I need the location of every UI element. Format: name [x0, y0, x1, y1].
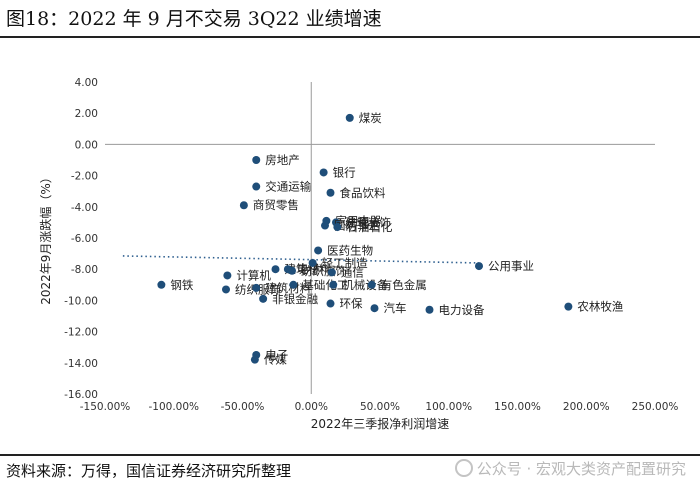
- x-tick-label: 250.00%: [632, 401, 679, 413]
- data-point-label: 房地产: [265, 153, 300, 167]
- data-point: [250, 355, 259, 364]
- data-point-label: 交通运输: [265, 180, 311, 194]
- data-point: [222, 285, 230, 294]
- bottom-rule: [0, 454, 700, 456]
- data-point-label: 计算机: [236, 268, 271, 282]
- y-tick-label: 4.00: [75, 77, 98, 89]
- data-point: [157, 280, 166, 289]
- data-point: [321, 221, 329, 230]
- y-tick-label: -12.00: [64, 327, 98, 339]
- data-point: [326, 188, 335, 197]
- data-point: [564, 302, 573, 311]
- wechat-icon: [454, 459, 473, 477]
- data-point-label: 汽车: [384, 301, 407, 315]
- y-tick-label: 2.00: [75, 108, 98, 120]
- axes: -150.00% -100.00% -50.00% 0.00% 50.00% 100.00…: [64, 77, 678, 413]
- data-point-label: 电力设备: [439, 303, 485, 317]
- data-point-label: 煤炭: [359, 111, 382, 125]
- data-point-label: 基础化工: [302, 278, 348, 292]
- x-tick-label: -100.00%: [148, 401, 199, 413]
- x-tick-label: 50.00%: [360, 401, 400, 413]
- trendline-path: [122, 255, 480, 264]
- data-point-label: 轻工制造: [322, 256, 368, 270]
- data-point-label: 通信: [341, 265, 364, 279]
- data-point: [259, 294, 268, 303]
- data-point-label: 公用事业: [488, 259, 534, 273]
- y-tick-label: 0.00: [75, 139, 98, 151]
- data-point: [475, 262, 483, 271]
- y-tick-label: -10.00: [64, 295, 98, 307]
- data-point: [319, 168, 328, 177]
- data-point: [326, 299, 335, 308]
- data-point: [329, 280, 338, 289]
- data-point-label: 电子: [265, 348, 288, 362]
- data-point: [289, 280, 298, 289]
- data-point-label: 纺织服饰: [301, 264, 347, 278]
- data-point: [333, 223, 342, 232]
- data-point: [271, 265, 280, 274]
- data-point-label: 有色金属: [381, 278, 427, 292]
- data-point-label: 医药生物: [327, 243, 373, 257]
- data-point: [345, 113, 354, 122]
- data-point-label: 农林牧渔: [577, 300, 623, 314]
- watermark-text: 公众号 · 宏观大类资产配置研究: [476, 460, 686, 478]
- data-point-label: 建筑装饰: [345, 215, 391, 229]
- data-point-label: 建筑材料: [265, 281, 311, 295]
- x-tick-label: 150.00%: [494, 401, 541, 413]
- data-point: [314, 246, 323, 255]
- data-point: [252, 156, 261, 164]
- x-tick-label: -150.00%: [80, 401, 131, 413]
- trendline: [122, 255, 480, 264]
- y-tick-label: -2.00: [71, 171, 98, 183]
- scatter-chart: -150.00% -100.00% -50.00% 0.00% 50.00% 100.00…: [38, 77, 678, 431]
- top-rule: [0, 36, 700, 38]
- x-tick-label: 200.00%: [563, 401, 610, 413]
- y-tick-label: -4.00: [71, 202, 98, 214]
- data-point: [370, 304, 379, 313]
- y-tick-label: -6.00: [71, 233, 98, 245]
- y-tick-label: -16.00: [64, 389, 98, 401]
- y-tick-label: -8.00: [71, 264, 98, 276]
- data-point-label: 机械设备: [342, 278, 388, 292]
- source-note: 资料来源：万得，国信证券经济研究所整理: [6, 462, 292, 480]
- data-point-label: 食品饮料: [340, 186, 386, 200]
- data-point-label: 钢铁: [170, 278, 193, 292]
- x-axis-label: 2022年三季报净利润增速: [311, 416, 450, 431]
- figure-title: 图18：2022 年 9 月不交易 3Q22 业绩增速: [6, 8, 382, 30]
- x-tick-label: 0.00%: [295, 401, 328, 413]
- x-tick-label: -50.00%: [221, 401, 265, 413]
- data-point-label: 非银金融: [272, 292, 318, 306]
- data-point: [327, 268, 336, 277]
- data-point: [367, 280, 376, 289]
- data-point-label: 石油石化: [346, 220, 392, 234]
- data-point-label: 商贸零售: [253, 198, 299, 212]
- y-axis-label: 2022年9月涨跌幅（%）: [38, 171, 53, 305]
- data-point-label: 传媒: [264, 353, 287, 367]
- data-point: [223, 271, 232, 280]
- data-point-label: 建筑材料: [285, 262, 331, 276]
- data-point: [252, 182, 261, 191]
- data-point: [252, 283, 261, 292]
- data-point-label: 国防军工: [334, 219, 380, 233]
- x-tick-label: 100.00%: [425, 401, 472, 413]
- data-point: [425, 305, 434, 314]
- y-tick-label: -14.00: [64, 358, 98, 370]
- watermark: 公众号 · 宏观大类资产配置研究: [454, 458, 686, 479]
- data-point-label: 家用电器: [335, 214, 381, 228]
- data-point-label: 环保: [340, 297, 363, 311]
- data-point: [288, 266, 296, 275]
- data-point: [239, 201, 248, 210]
- data-point-label: 银行: [333, 165, 356, 179]
- data-point: [308, 258, 317, 267]
